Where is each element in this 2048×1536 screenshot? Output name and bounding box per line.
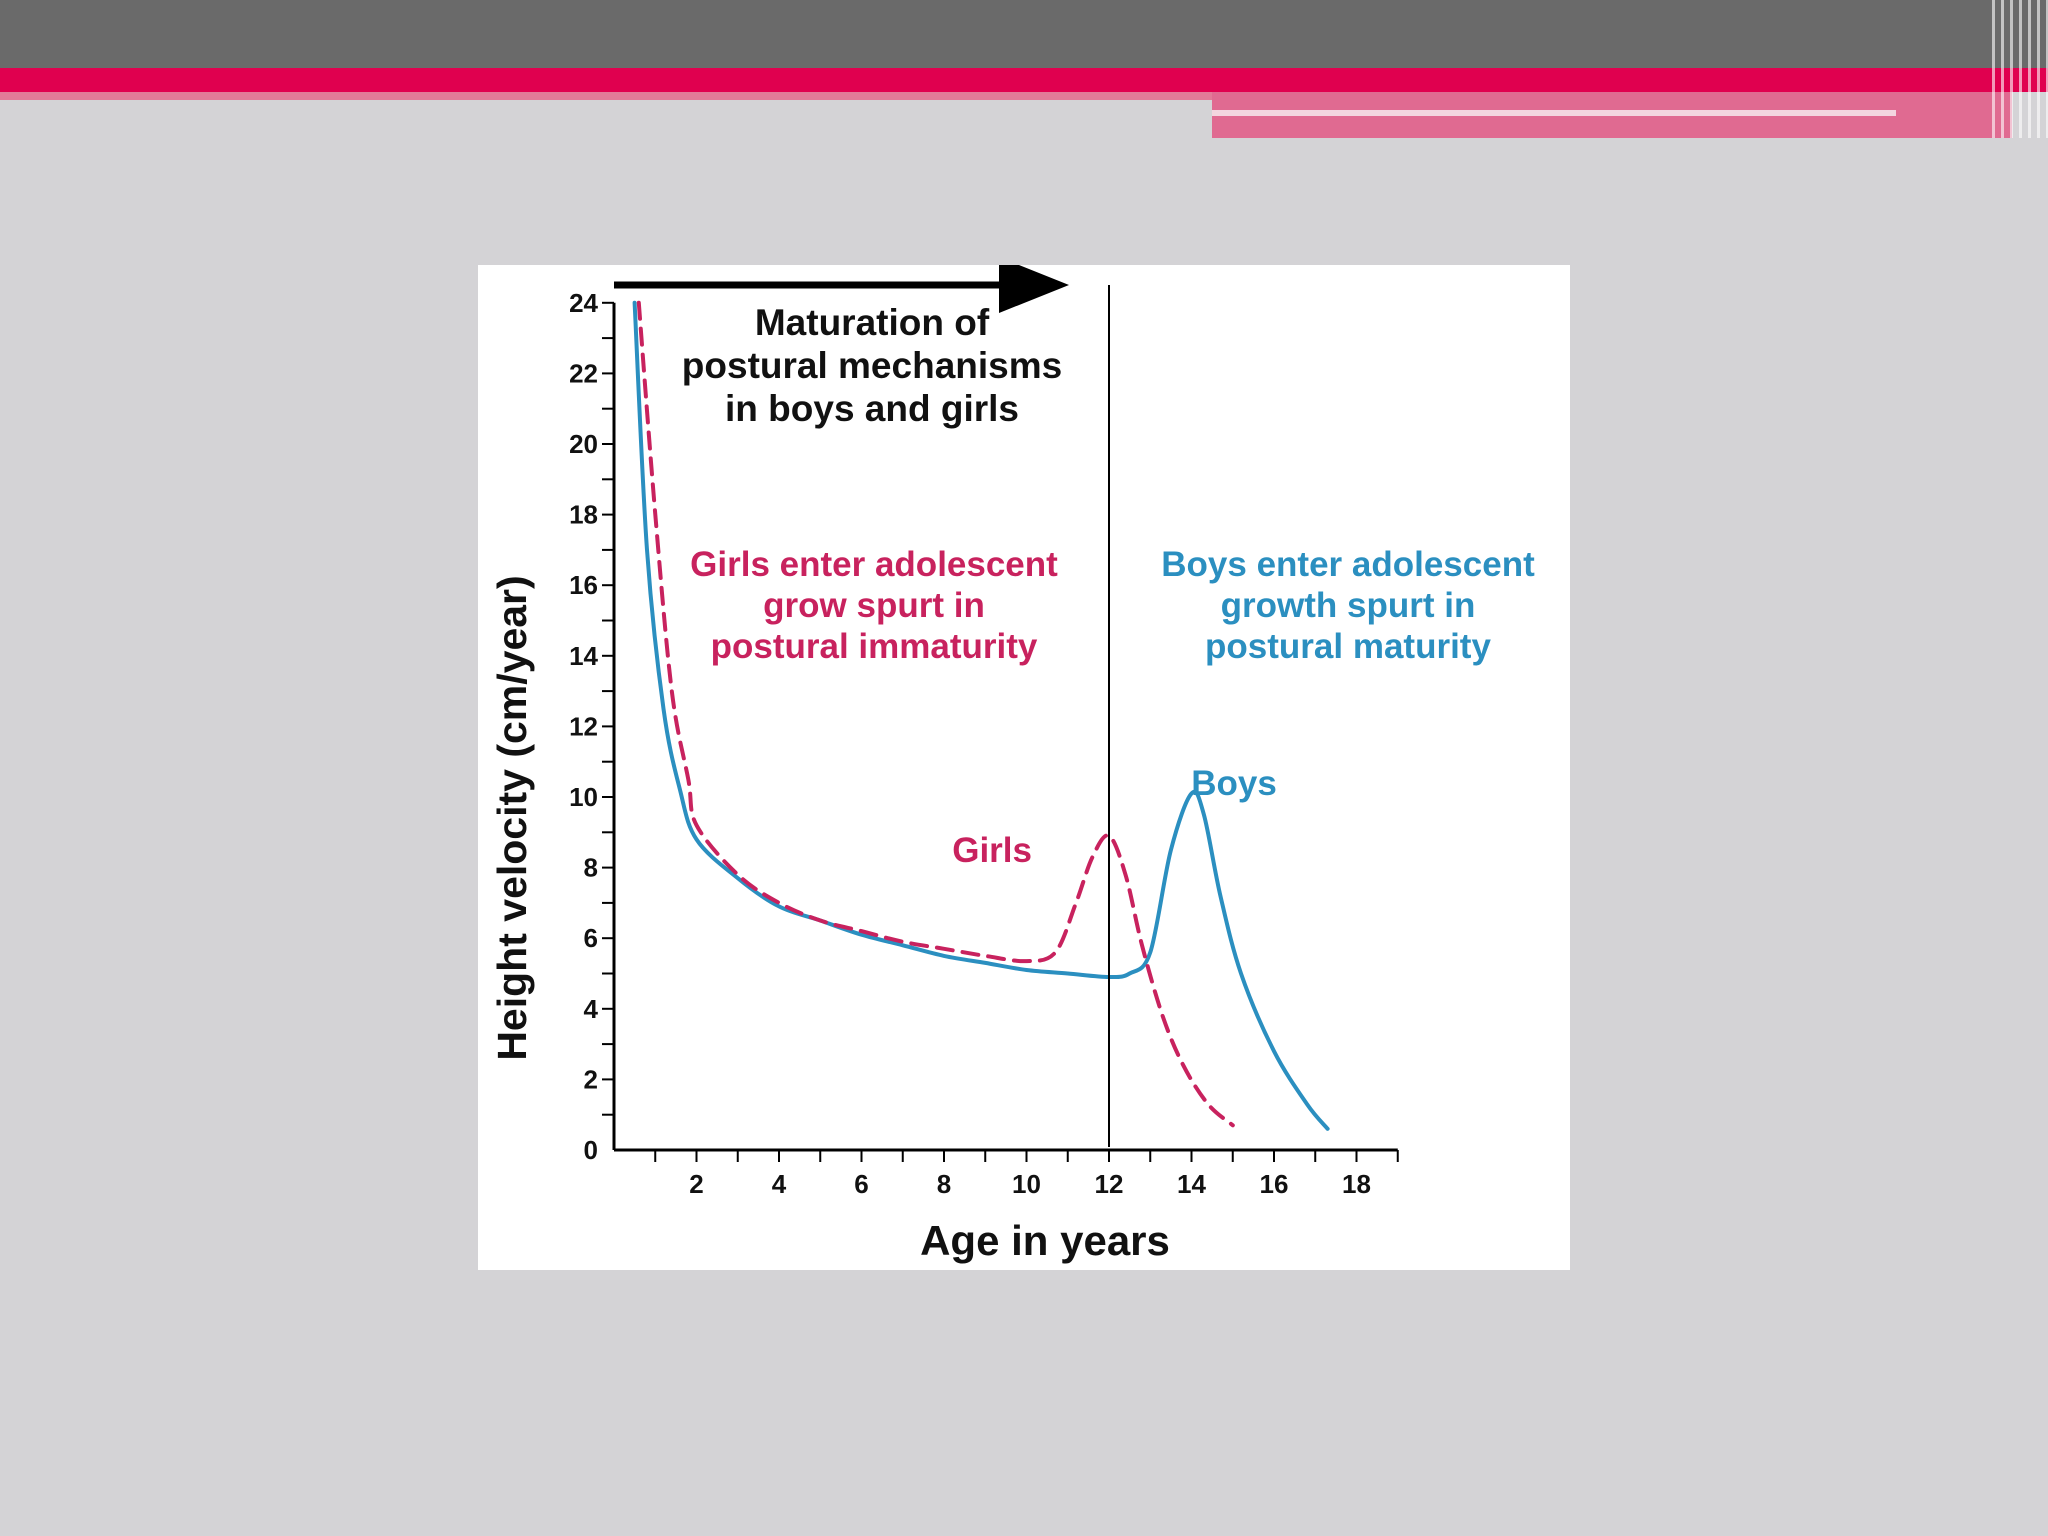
y-tick-label: 10 [569,782,598,812]
x-tick-label: 14 [1177,1169,1206,1199]
boys-note-line-2: growth spurt in [1221,586,1476,625]
boys-note-line-1: Boys enter adolescent [1161,545,1535,584]
x-tick-label: 18 [1342,1169,1371,1199]
y-tick-label: 16 [569,570,598,600]
girls-note-line-2: grow spurt in [763,586,985,625]
x-axis-title: Age in years [920,1217,1170,1264]
y-tick-label: 4 [584,994,599,1024]
chart-panel: 0 2 4 6 8 10 12 14 16 18 20 22 24 2 4 6 8 10 12 14 16 18 Matu… [478,265,1570,1270]
y-tick-label: 20 [569,429,598,459]
x-tick-label: 16 [1260,1169,1289,1199]
series-line-boys [632,300,1330,1131]
girls-note-line-3: postural immaturity [711,627,1038,666]
y-tick-label: 12 [569,711,598,741]
y-tick-label: 2 [584,1064,598,1094]
y-tick-label: 0 [584,1135,598,1165]
y-tick-label: 6 [584,923,598,953]
series-line-girls [636,300,1235,1128]
y-tick-label: 8 [584,853,598,883]
slide-accent-pale-stripe [0,92,1212,100]
x-tick-label: 8 [937,1169,951,1199]
y-axis-title: Height velocity (cm/year) [489,575,535,1060]
y-tick-label: 14 [569,641,598,671]
x-tick-label: 10 [1012,1169,1041,1199]
girls-note-line-1: Girls enter adolescent [690,545,1058,584]
girls-series-label: Girls [952,831,1032,870]
y-tick-label: 22 [569,358,598,388]
maturation-label-line-3: in boys and girls [725,388,1019,429]
slide-header-bar [0,0,2048,68]
maturation-label-line-2: postural mechanisms [682,345,1062,386]
x-tick-label: 4 [772,1169,787,1199]
slide-accent-stripe [0,68,2048,92]
y-tick-label: 24 [569,288,598,318]
boys-note-line-3: postural maturity [1205,627,1491,666]
boys-series-label: Boys [1191,764,1277,803]
slide-accent-right-line [1212,110,1896,116]
y-tick-label: 18 [569,500,598,530]
x-tick-label: 6 [854,1169,868,1199]
maturation-label-line-1: Maturation of [755,302,990,343]
slide-corner-decoration [1992,0,2048,138]
x-tick-label: 12 [1095,1169,1124,1199]
x-tick-label: 2 [689,1169,703,1199]
